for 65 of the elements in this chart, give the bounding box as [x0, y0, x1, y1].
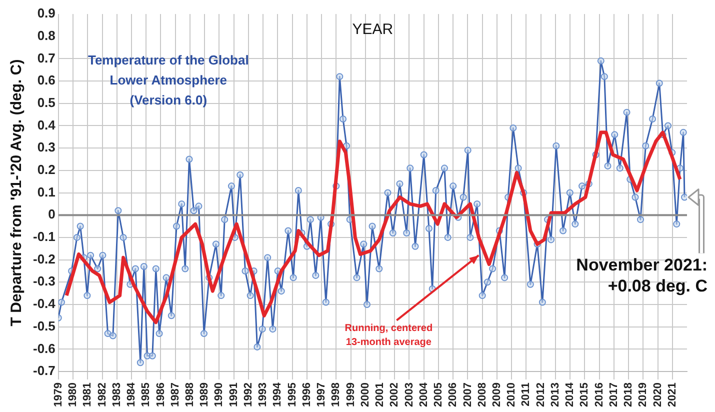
x-tick-label: 2021 [666, 382, 678, 408]
x-tick-label: 2018 [622, 382, 635, 408]
y-tick-label: 0.3 [37, 140, 56, 155]
x-tick-label: 2003 [403, 382, 416, 408]
x-tick-label: 1998 [330, 382, 342, 408]
x-tick-label: 1990 [213, 382, 226, 408]
x-tick-label: 2014 [564, 382, 576, 408]
x-tick-label: 1988 [184, 382, 196, 408]
y-tick-label: -0.7 [32, 363, 56, 378]
x-tick-label: 2007 [462, 382, 474, 408]
y-tick-label: 0.4 [37, 117, 56, 132]
x-tick-label: 2006 [447, 382, 460, 408]
y-tick-label: 0.8 [37, 28, 56, 43]
x-tick-label: 1987 [169, 382, 182, 408]
x-tick-label: 1992 [242, 382, 254, 408]
y-axis-title: T Departure from '91-'20 Avg. (deg. C) [8, 59, 26, 326]
x-tick-label: 1995 [286, 382, 298, 408]
x-tick-label: 1993 [257, 382, 270, 408]
y-tick-label: -0.3 [32, 274, 56, 289]
y-tick-label: 0.9 [37, 6, 56, 21]
x-tick-label: 1983 [110, 382, 123, 408]
y-tick-label: 0.2 [37, 162, 56, 177]
text: Temperature of the Global Lower Atmosphere (Version 6.0) [88, 52, 249, 108]
x-tick-label: 2019 [637, 382, 650, 408]
y-tick-label: 0.1 [37, 184, 56, 200]
x-tick-label: 1994 [272, 382, 284, 408]
y-tick-label: 0.5 [37, 94, 56, 110]
x-tick-label: 2017 [608, 382, 620, 408]
x-tick-label: 1979 [52, 382, 64, 408]
x-tick-label: 2000 [359, 382, 372, 408]
x-tick-label: 1991 [228, 382, 240, 408]
x-tick-label: 1996 [300, 382, 313, 408]
x-tick-label: 1984 [126, 382, 138, 408]
y-tick-label: 0 [48, 206, 56, 222]
x-tick-label: 1999 [344, 382, 357, 408]
x-tick-label: 2015 [578, 382, 591, 408]
y-tick-label: -0.4 [32, 296, 56, 312]
y-tick-label: -0.6 [32, 340, 56, 356]
x-tick-label: 2012 [534, 382, 547, 408]
x-tick-label: 1986 [154, 382, 167, 408]
x-tick-label: 2011 [520, 382, 532, 406]
x-tick-label: 2005 [432, 382, 445, 408]
y-tick-label: 0.7 [37, 50, 56, 66]
x-tick-label: 1997 [316, 382, 328, 408]
x-tick-label: 2008 [476, 382, 488, 408]
x-tick-label: 1981 [82, 382, 94, 408]
x-tick-label: 2002 [388, 382, 401, 408]
annotation: Running, centered 13-month average [344, 323, 433, 348]
x-tick-label: 2009 [490, 382, 503, 408]
x-tick-label: 1982 [96, 382, 108, 408]
y-tick-label: 0.6 [37, 72, 56, 88]
x-tick-label: 1989 [198, 382, 211, 408]
y-tick-label: -0.1 [32, 229, 56, 244]
x-tick-label: 2016 [593, 382, 606, 408]
x-tick-label: 2013 [549, 382, 562, 408]
x-tick-label: 2004 [418, 382, 430, 408]
annotation: YEAR [352, 21, 394, 38]
y-tick-label: -0.2 [32, 251, 56, 266]
x-tick-label: 2001 [374, 382, 386, 408]
x-tick-label: 1980 [67, 382, 80, 408]
annotation: November 2021: +0.08 deg. C [576, 255, 708, 296]
x-tick-label: 2010 [506, 382, 518, 408]
x-tick-label: 2020 [652, 382, 664, 408]
y-tick-label: -0.5 [32, 318, 56, 334]
x-tick-label: 1985 [140, 382, 152, 408]
